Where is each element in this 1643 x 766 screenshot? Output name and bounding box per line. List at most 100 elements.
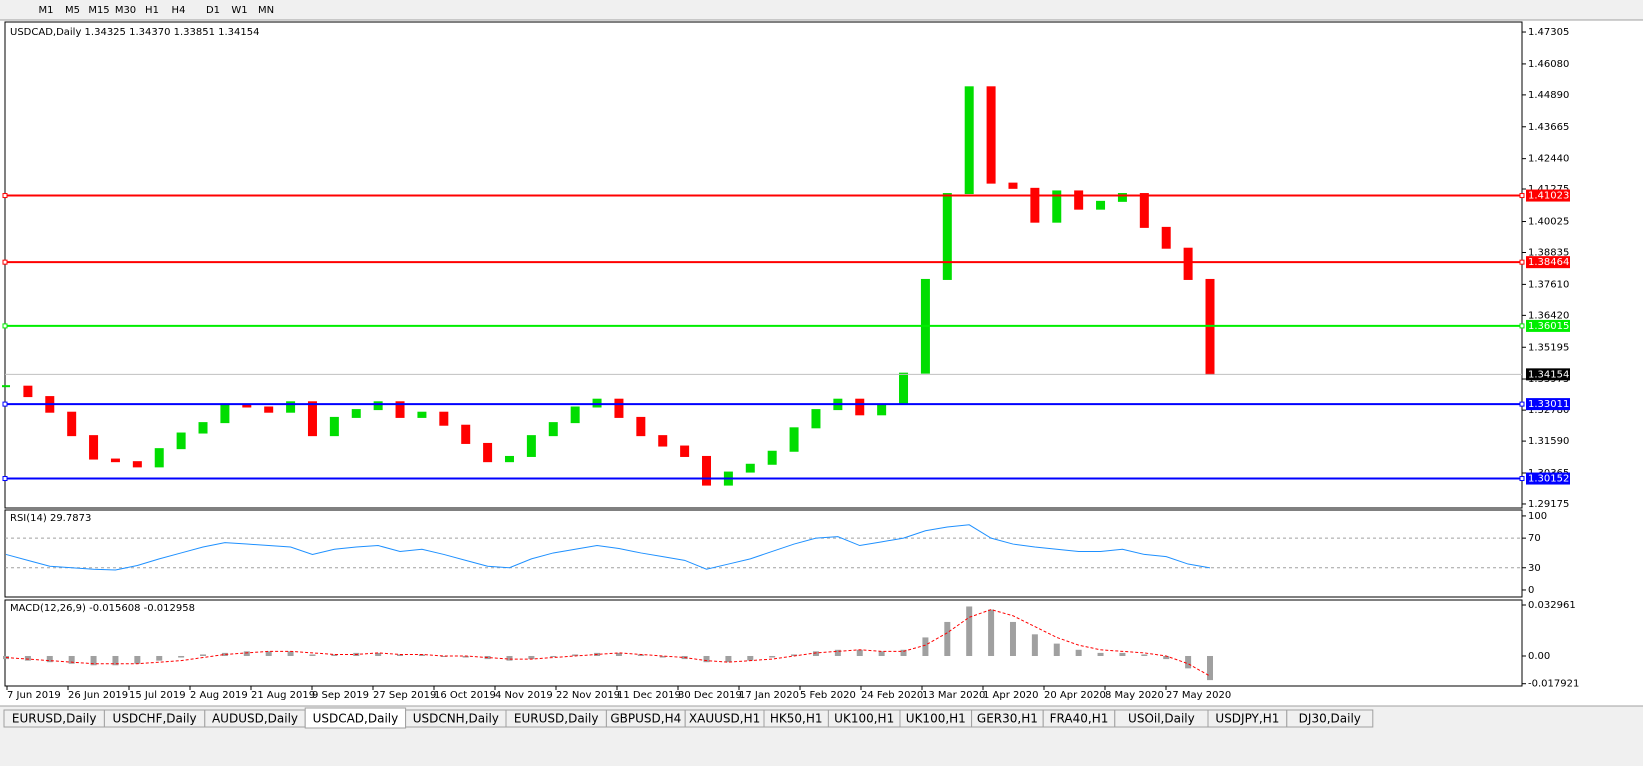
tab-label: EURUSD,Daily: [514, 712, 599, 726]
candle: [351, 409, 361, 418]
candle: [1139, 193, 1149, 228]
macd-bar: [747, 655, 754, 661]
tab: USDJPY,H1: [1207, 709, 1288, 728]
timeframe-label: M5: [65, 5, 80, 16]
tab-label: DJ30,Daily: [1299, 712, 1361, 726]
candle: [1074, 190, 1084, 210]
macd-bar: [1119, 652, 1126, 656]
tab: HK50,H1: [763, 709, 829, 728]
tab: USDCNH,Daily: [405, 709, 507, 728]
macd-bar: [243, 651, 250, 656]
macd-bar: [440, 655, 447, 657]
candle: [658, 435, 668, 447]
timeframe-button[interactable]: [140, 2, 165, 18]
tab: DJ30,Daily: [1286, 709, 1374, 728]
macd-bar: [1009, 621, 1016, 656]
level-handle: [2, 323, 8, 329]
candle: [132, 461, 142, 468]
timeframe-button[interactable]: [201, 2, 226, 18]
candle: [899, 372, 909, 405]
candle: [417, 411, 427, 418]
candle: [504, 455, 514, 463]
macd-bar: [1075, 649, 1082, 656]
timeframe-button[interactable]: [166, 2, 192, 18]
candle: [329, 416, 339, 437]
tab: USDCHF,Daily: [103, 709, 206, 728]
macd-bar: [878, 651, 885, 656]
level-handle: [1519, 193, 1525, 199]
candle: [636, 416, 646, 437]
x-tick-label: 26 Jun 2019: [68, 690, 128, 701]
timeframe-button[interactable]: [87, 2, 112, 18]
macd-bar: [265, 651, 272, 656]
candle: [877, 403, 887, 416]
timeframe-label: MN: [258, 5, 274, 16]
macd-bar: [1163, 655, 1170, 660]
level-handle: [1519, 476, 1525, 482]
macd-bar: [812, 651, 819, 656]
candle: [964, 86, 974, 195]
tab-label: HK50,H1: [770, 712, 823, 726]
y-tick-label: -0.017921: [1528, 679, 1579, 690]
timeframe-button[interactable]: [254, 2, 279, 18]
main-panel: [4, 21, 1523, 509]
level-handle: [2, 193, 8, 199]
x-tick-label: 21 Aug 2019: [251, 690, 315, 701]
y-tick-label: 1.32780: [1528, 405, 1569, 416]
tab-label: USDCNH,Daily: [413, 712, 499, 726]
level-label: 1.38464: [1528, 257, 1569, 268]
candle: [1096, 200, 1106, 210]
macd-bar: [462, 655, 469, 658]
macd-bar: [1053, 643, 1060, 656]
macd-bar: [156, 655, 163, 661]
level-handle: [2, 401, 8, 407]
level-label: 1.41023: [1528, 191, 1569, 202]
macd-bar: [572, 654, 579, 656]
x-tick-label: 5 Feb 2020: [800, 690, 856, 701]
x-tick-label: 15 Jul 2019: [129, 690, 186, 701]
macd-bar: [966, 606, 973, 656]
tab: UK100,H1: [899, 709, 973, 728]
level-label-bg: [1526, 256, 1570, 269]
macd-bar: [68, 655, 75, 664]
toolbar: [0, 0, 1643, 20]
timeframe-button[interactable]: [34, 2, 59, 18]
macd-bar: [834, 649, 841, 656]
candle: [614, 398, 624, 418]
level-handle: [2, 259, 8, 265]
timeframe-label: H1: [145, 5, 159, 16]
macd-bar: [178, 655, 185, 658]
tab: AUDUSD,Daily: [204, 709, 306, 728]
candle: [526, 435, 536, 457]
candle: [1183, 247, 1193, 280]
tab: FRA40,H1: [1042, 709, 1116, 728]
tab: UK100,H1: [827, 709, 901, 728]
y-tick-label: 1.37610: [1528, 279, 1569, 290]
macd-bar: [200, 654, 207, 656]
timeframe-button[interactable]: [227, 2, 253, 18]
tab-label: EURUSD,Daily: [12, 712, 97, 726]
y-tick-label: 1.47305: [1528, 27, 1569, 38]
y-tick-label: 1.41275: [1528, 184, 1569, 195]
tab: USDCAD,Daily: [304, 707, 407, 729]
timeframe-label: M1: [39, 5, 54, 16]
macd-bar: [331, 654, 338, 656]
timeframe-button[interactable]: [113, 2, 139, 18]
macd-bar: [24, 655, 31, 661]
candle: [176, 432, 186, 450]
level-label: 1.36015: [1528, 321, 1569, 332]
candle: [154, 448, 164, 468]
x-tick-label: 1 Apr 2020: [983, 690, 1038, 701]
macd-bar: [397, 654, 404, 656]
y-tick-label: 0: [1528, 585, 1534, 596]
tab-box[interactable]: [1286, 709, 1374, 728]
level-label-bg: [1526, 319, 1570, 332]
candle: [461, 424, 471, 444]
tab: EURUSD,Daily: [505, 709, 607, 728]
macd-bar: [1031, 634, 1038, 656]
tab: XAUUSD,H1: [684, 709, 765, 728]
level-handle: [1519, 259, 1525, 265]
timeframe-button[interactable]: [60, 2, 86, 18]
level-label-bg: [1526, 398, 1570, 411]
tab-label: UK100,H1: [834, 712, 894, 726]
